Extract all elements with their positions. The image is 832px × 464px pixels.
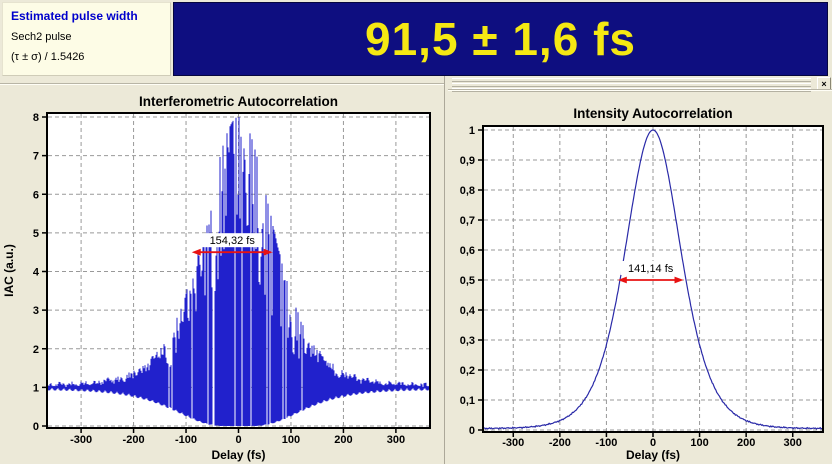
y-tick-label: 0,4 xyxy=(460,305,476,317)
grid-lines xyxy=(484,127,822,431)
toolbar-gripper[interactable] xyxy=(448,76,814,92)
x-tick-label: 200 xyxy=(334,434,352,446)
y-tick-label: 6 xyxy=(33,189,39,201)
x-tick-label: -100 xyxy=(175,434,197,446)
intensity-chart[interactable]: Intensity Autocorrelation-300 -200 -100 0 10… xyxy=(448,91,832,464)
y-tick-label: 3 xyxy=(33,305,39,317)
x-tick-label: 0 xyxy=(235,434,241,446)
x-tick-label: -200 xyxy=(123,434,145,446)
x-axis-label: Delay (fs) xyxy=(626,448,680,462)
x-tick-label: -300 xyxy=(502,437,524,449)
pulse-width-banner: 91,5 ± 1,6 fs xyxy=(173,2,828,76)
plot-frame xyxy=(46,112,431,429)
pulse-width-value: 91,5 ± 1,6 fs xyxy=(365,13,636,65)
y-axis-label: IAC (a.u.) xyxy=(2,244,16,297)
fwhm-label: 141,14 fs xyxy=(628,263,674,275)
y-tick-label: 5 xyxy=(33,228,39,240)
pulse-info-panel: Estimated pulse width Sech2 pulse (τ ± σ… xyxy=(2,2,171,76)
y-tick-label: 0 xyxy=(469,425,475,437)
y-tick-label: 0,1 xyxy=(460,395,475,407)
info-title: Estimated pulse width xyxy=(11,9,138,23)
x-tick-label: -300 xyxy=(70,434,92,446)
fwhm-annotation: 154,32 fs xyxy=(191,233,273,256)
iac-chart-panel: Interferometric Autocorrelation -300 -200 -… xyxy=(0,83,444,464)
y-tick-label: 0,2 xyxy=(460,365,475,377)
fwhm-label-box xyxy=(620,261,681,275)
gripper-groove xyxy=(452,83,811,87)
ac-curve xyxy=(482,129,824,430)
panel-divider[interactable] xyxy=(444,76,449,464)
chart-title: Intensity Autocorrelation xyxy=(573,106,732,121)
y-tick-label: 1 xyxy=(469,125,475,137)
x-tick-label: 300 xyxy=(387,434,405,446)
deconvolution-factor-label: (τ ± σ) / 1.5426 xyxy=(11,51,85,63)
y-tick-label: 0,8 xyxy=(460,185,475,197)
axis-ticks xyxy=(42,116,397,433)
y-tick-label: 1 xyxy=(33,382,39,394)
y-tick-label: 2 xyxy=(33,344,39,356)
x-tick-label: -200 xyxy=(549,437,571,449)
x-tick-label: 300 xyxy=(784,437,802,449)
x-axis-label: Delay (fs) xyxy=(211,448,265,462)
y-tick-label: 8 xyxy=(33,112,39,124)
y-tick-label: 7 xyxy=(33,151,39,163)
gripper-groove xyxy=(452,88,811,92)
chart-title: Interferometric Autocorrelation xyxy=(139,94,338,109)
gripper-groove xyxy=(452,78,811,82)
y-tick-label: 0,7 xyxy=(460,215,475,227)
fwhm-label: 154,32 fs xyxy=(210,235,256,247)
x-tick-label: 0 xyxy=(650,437,656,449)
y-tick-label: 0,6 xyxy=(460,245,475,257)
y-tick-label: 0,9 xyxy=(460,155,475,167)
x-tick-label: 100 xyxy=(690,437,708,449)
axis-ticks xyxy=(478,129,794,437)
x-tick-label: 100 xyxy=(282,434,300,446)
y-tick-label: 0 xyxy=(33,421,39,433)
fwhm-annotation: 141,14 fs xyxy=(617,261,684,284)
y-tick-label: 4 xyxy=(33,267,40,279)
pulse-shape-label: Sech2 pulse xyxy=(11,31,72,43)
y-tick-label: 0,5 xyxy=(460,275,475,287)
x-tick-label: 200 xyxy=(737,437,755,449)
x-tick-label: -100 xyxy=(595,437,617,449)
y-tick-label: 0,3 xyxy=(460,335,475,347)
iac-chart[interactable]: Interferometric Autocorrelation -300 -200 -… xyxy=(0,85,444,464)
fwhm-label-box xyxy=(202,233,263,248)
intensity-chart-panel: Intensity Autocorrelation -300 -200 -100 0 10… xyxy=(448,89,832,464)
plot-frame xyxy=(482,125,824,433)
